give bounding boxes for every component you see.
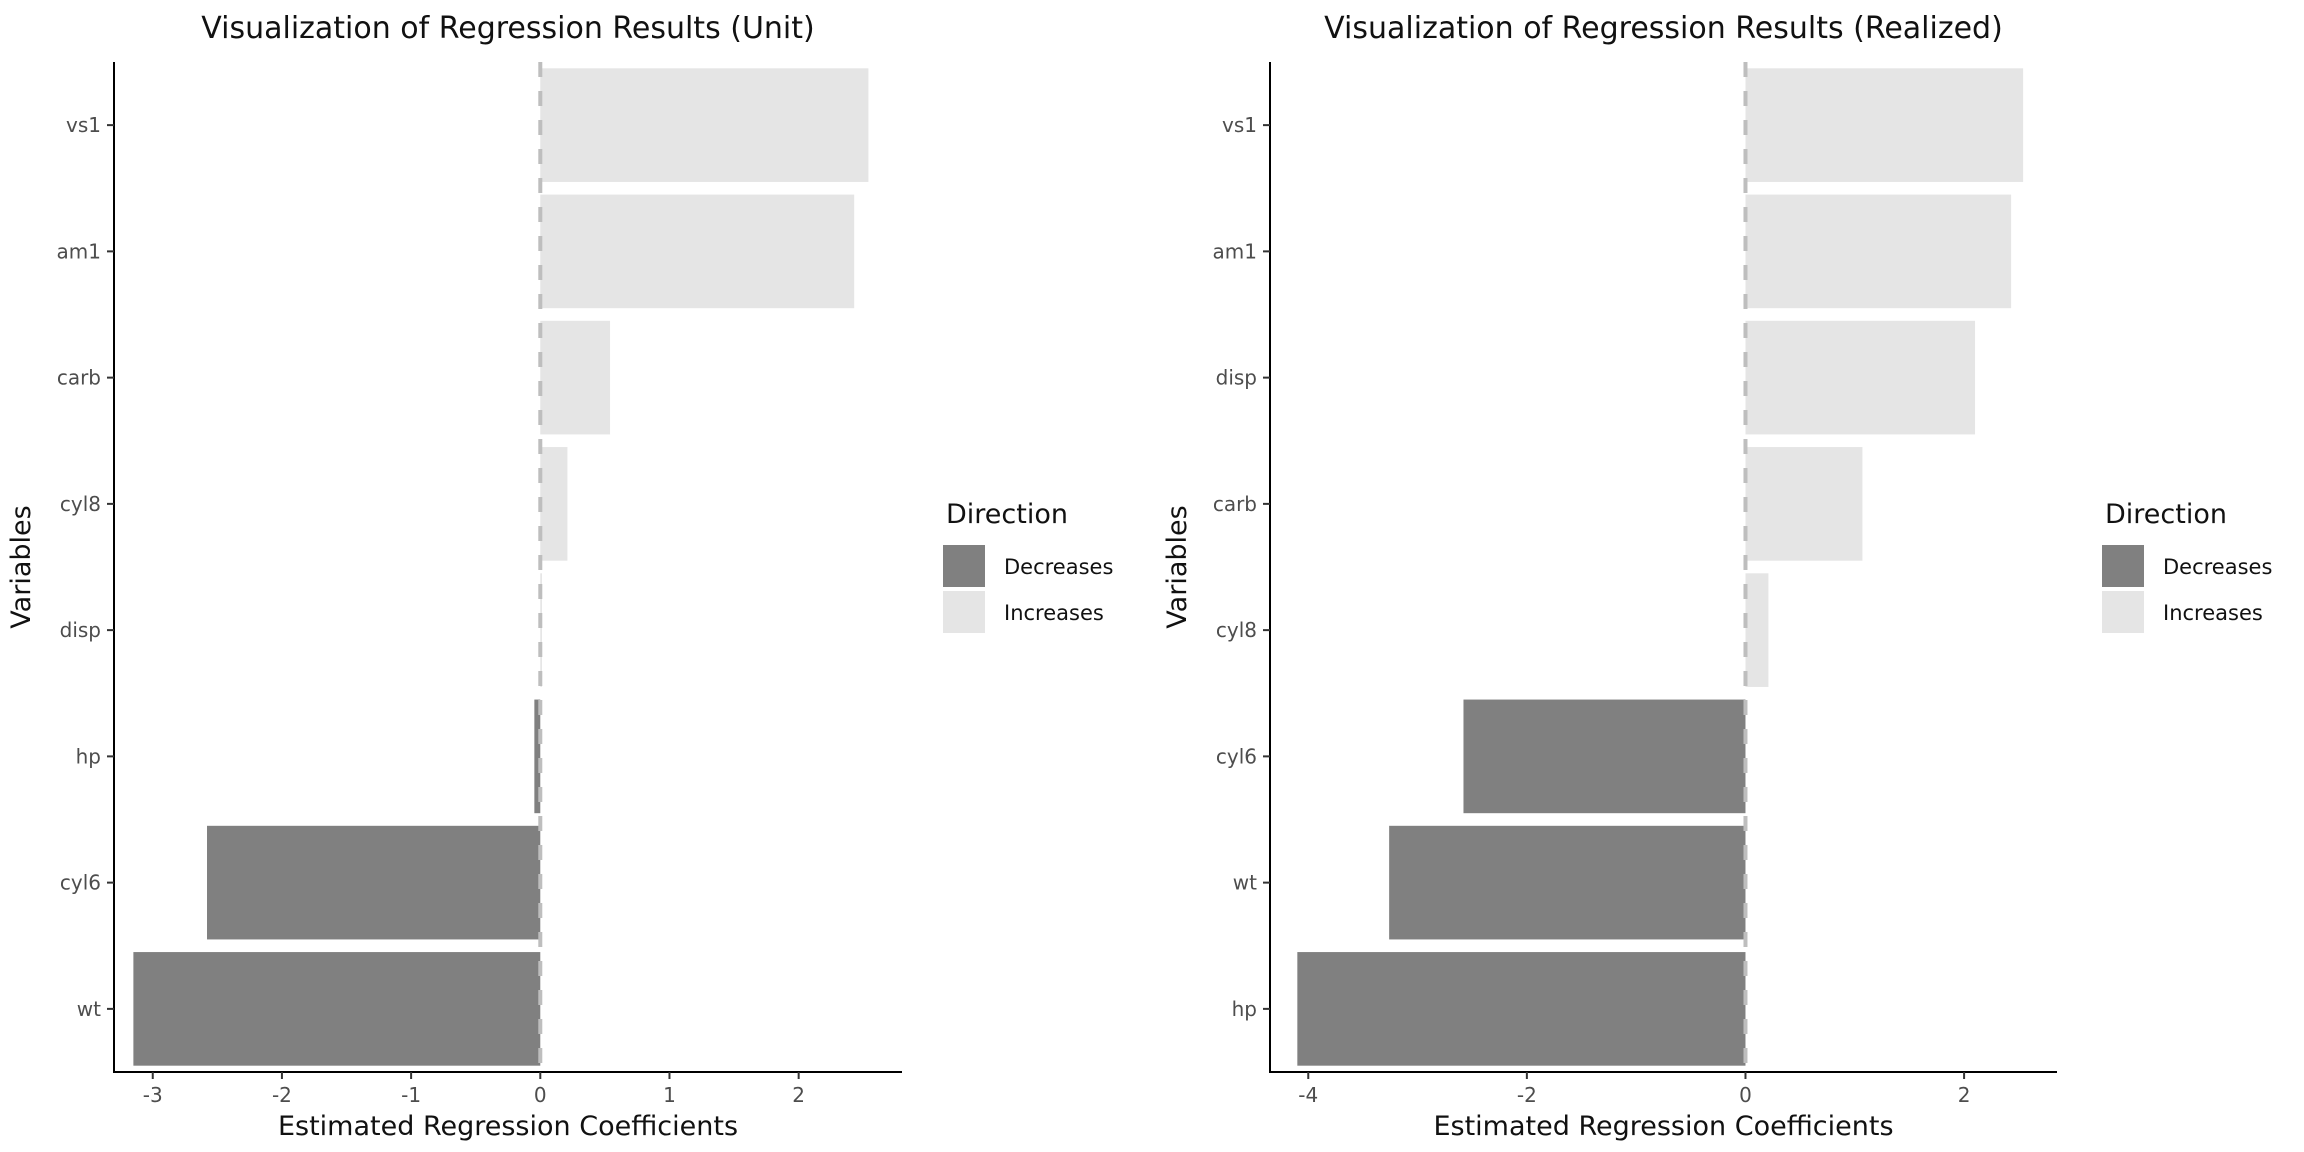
y-tick-label: cyl6 [1216, 744, 1257, 768]
legend: Direction Decreases Increases [2102, 499, 2272, 633]
bar-am1 [540, 194, 855, 309]
y-tick-label: carb [57, 366, 101, 390]
bar-wt [133, 952, 541, 1066]
x-axis-title: Estimated Regression Coefficients [278, 1111, 738, 1142]
legend-label: Decreases [1004, 555, 1113, 579]
x-tick-label: 2 [1958, 1083, 1971, 1107]
y-tick-label: disp [60, 618, 101, 642]
x-tick-label: -2 [272, 1083, 292, 1107]
x-tick-label: -1 [401, 1083, 421, 1107]
legend-title: Direction [946, 499, 1068, 530]
chart-panel-2: Visualization of Regression Results (Rea… [1162, 11, 2272, 1142]
bar-carb [1745, 447, 1863, 561]
y-tick-label: vs1 [1222, 113, 1257, 137]
bar-hp [1297, 952, 1746, 1066]
legend-swatch-decreases [943, 545, 985, 587]
bar-hp [534, 699, 541, 814]
y-tick-label: cyl8 [1216, 618, 1257, 642]
y-tick-label: am1 [57, 239, 101, 263]
legend-label: Decreases [2163, 555, 2272, 579]
bar-disp [540, 573, 542, 687]
y-tick-label: am1 [1213, 239, 1257, 263]
bar-am1 [1745, 194, 2012, 309]
bar-cyl8 [1745, 573, 1769, 687]
y-axis-title: Variables [1162, 505, 1193, 628]
legend-swatch-decreases [2102, 545, 2144, 587]
x-tick-label: -2 [1517, 1083, 1537, 1107]
y-axis-title: Variables [6, 505, 37, 628]
x-tick-label: 1 [663, 1083, 676, 1107]
legend-title: Direction [2105, 499, 2227, 530]
legend-swatch-increases [943, 591, 985, 633]
x-tick-label: 2 [792, 1083, 805, 1107]
legend: Direction Decreases Increases [943, 499, 1113, 633]
y-tick-label: cyl8 [60, 492, 101, 516]
bar-cyl6 [1463, 699, 1746, 814]
bar-disp [1745, 320, 1976, 435]
chart-title: Visualization of Regression Results (Uni… [201, 11, 814, 46]
x-axis-title: Estimated Regression Coefficients [1433, 1111, 1893, 1142]
y-tick-label: wt [1233, 871, 1257, 895]
bar-carb [540, 320, 611, 435]
bar-cyl8 [540, 447, 568, 561]
y-tick-label: wt [77, 997, 101, 1021]
x-tick-label: -3 [143, 1083, 163, 1107]
y-tick-label: vs1 [66, 113, 101, 137]
bar-vs1 [1745, 68, 2024, 182]
bar-wt [1389, 825, 1746, 940]
legend-label: Increases [1004, 601, 1104, 625]
y-tick-label: disp [1216, 366, 1257, 390]
bar-vs1 [540, 68, 869, 182]
chart-title: Visualization of Regression Results (Rea… [1324, 11, 2003, 46]
bar-cyl6 [207, 825, 541, 940]
y-tick-label: carb [1213, 492, 1257, 516]
x-tick-label: -4 [1298, 1083, 1318, 1107]
y-tick-label: hp [1232, 997, 1257, 1021]
legend-label: Increases [2163, 601, 2263, 625]
y-tick-label: cyl6 [60, 871, 101, 895]
chart-panel-1: Visualization of Regression Results (Uni… [6, 11, 1113, 1142]
x-tick-label: 0 [534, 1083, 547, 1107]
y-tick-label: hp [76, 744, 101, 768]
legend-swatch-increases [2102, 591, 2144, 633]
x-tick-label: 0 [1739, 1083, 1752, 1107]
